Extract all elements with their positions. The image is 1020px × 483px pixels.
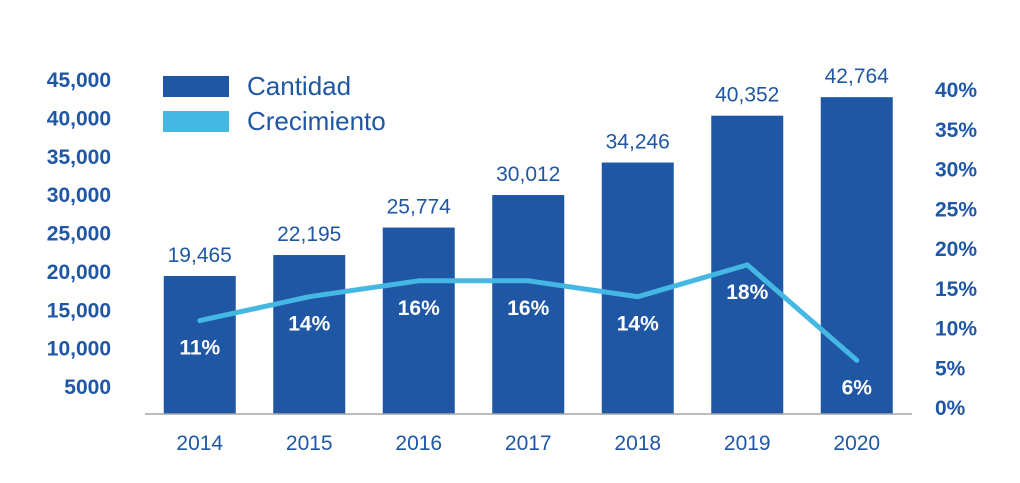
x-tick-label: 2015 bbox=[286, 432, 333, 455]
left-tick-label: 30,000 bbox=[47, 184, 111, 207]
bar bbox=[820, 97, 893, 414]
line-value-label: 16% bbox=[507, 297, 549, 320]
line-value-label: 6% bbox=[842, 376, 873, 399]
right-tick-label: 30% bbox=[935, 159, 977, 182]
line-value-label: 14% bbox=[288, 313, 330, 336]
left-tick-label: 15,000 bbox=[47, 299, 111, 322]
line-value-label: 18% bbox=[726, 281, 768, 304]
x-tick-label: 2019 bbox=[724, 432, 771, 455]
legend-swatch-cantidad bbox=[163, 76, 229, 97]
bar-series-cantidad bbox=[163, 97, 893, 414]
bar bbox=[163, 275, 236, 414]
legend: Cantidad Crecimiento bbox=[163, 71, 386, 136]
bar bbox=[492, 195, 565, 414]
bar-value-label: 30,012 bbox=[496, 163, 560, 186]
line-value-label: 14% bbox=[617, 313, 659, 336]
bar-value-label: 25,774 bbox=[387, 196, 452, 219]
x-tick-label: 2020 bbox=[833, 432, 880, 455]
bar-value-label: 22,195 bbox=[277, 223, 341, 246]
bar bbox=[382, 227, 455, 414]
x-axis-labels: 2014 2015 2016 2017 2018 2019 2020 bbox=[176, 432, 880, 455]
right-tick-label: 5% bbox=[935, 357, 966, 380]
legend-swatch-crecimiento bbox=[163, 111, 229, 132]
left-tick-label: 5000 bbox=[64, 376, 111, 399]
right-tick-label: 35% bbox=[935, 119, 977, 142]
line-value-label: 11% bbox=[179, 337, 220, 360]
left-tick-label: 25,000 bbox=[47, 223, 111, 246]
line-series-crecimiento bbox=[197, 262, 860, 363]
legend-label-cantidad: Cantidad bbox=[247, 71, 351, 101]
x-tick-label: 2018 bbox=[614, 432, 661, 455]
bar bbox=[273, 255, 346, 414]
left-tick-label: 45,000 bbox=[47, 69, 111, 92]
bar-value-label: 34,246 bbox=[606, 131, 670, 154]
right-tick-label: 20% bbox=[935, 238, 977, 261]
right-tick-label: 25% bbox=[935, 198, 977, 221]
x-tick-label: 2014 bbox=[176, 432, 223, 455]
line-value-label: 16% bbox=[398, 297, 440, 320]
left-axis: 5000 10,000 15,000 20,000 25,000 30,000 35,000… bbox=[47, 69, 111, 399]
left-tick-label: 35,000 bbox=[47, 146, 111, 169]
legend-label-crecimiento: Crecimiento bbox=[247, 106, 386, 136]
right-tick-label: 10% bbox=[935, 318, 977, 341]
line-value-labels: 11% 14% 16% 16% 14% 18% 6% bbox=[179, 281, 872, 399]
bar-value-label: 40,352 bbox=[715, 84, 779, 107]
x-tick-label: 2017 bbox=[505, 432, 552, 455]
right-tick-label: 0% bbox=[935, 397, 966, 420]
bar-value-labels: 19,465 22,195 25,774 30,012 34,246 40,352 42,7… bbox=[168, 65, 890, 267]
bar-value-label: 42,764 bbox=[825, 65, 890, 88]
right-tick-label: 40% bbox=[935, 79, 977, 102]
x-tick-label: 2016 bbox=[395, 432, 442, 455]
bar-value-label: 19,465 bbox=[168, 244, 232, 267]
right-tick-label: 15% bbox=[935, 278, 977, 301]
left-tick-label: 20,000 bbox=[47, 261, 111, 284]
left-tick-label: 40,000 bbox=[47, 107, 111, 130]
right-axis: 0% 5% 10% 15% 20% 25% 30% 35% 40% bbox=[935, 79, 977, 420]
left-tick-label: 10,000 bbox=[47, 338, 111, 361]
